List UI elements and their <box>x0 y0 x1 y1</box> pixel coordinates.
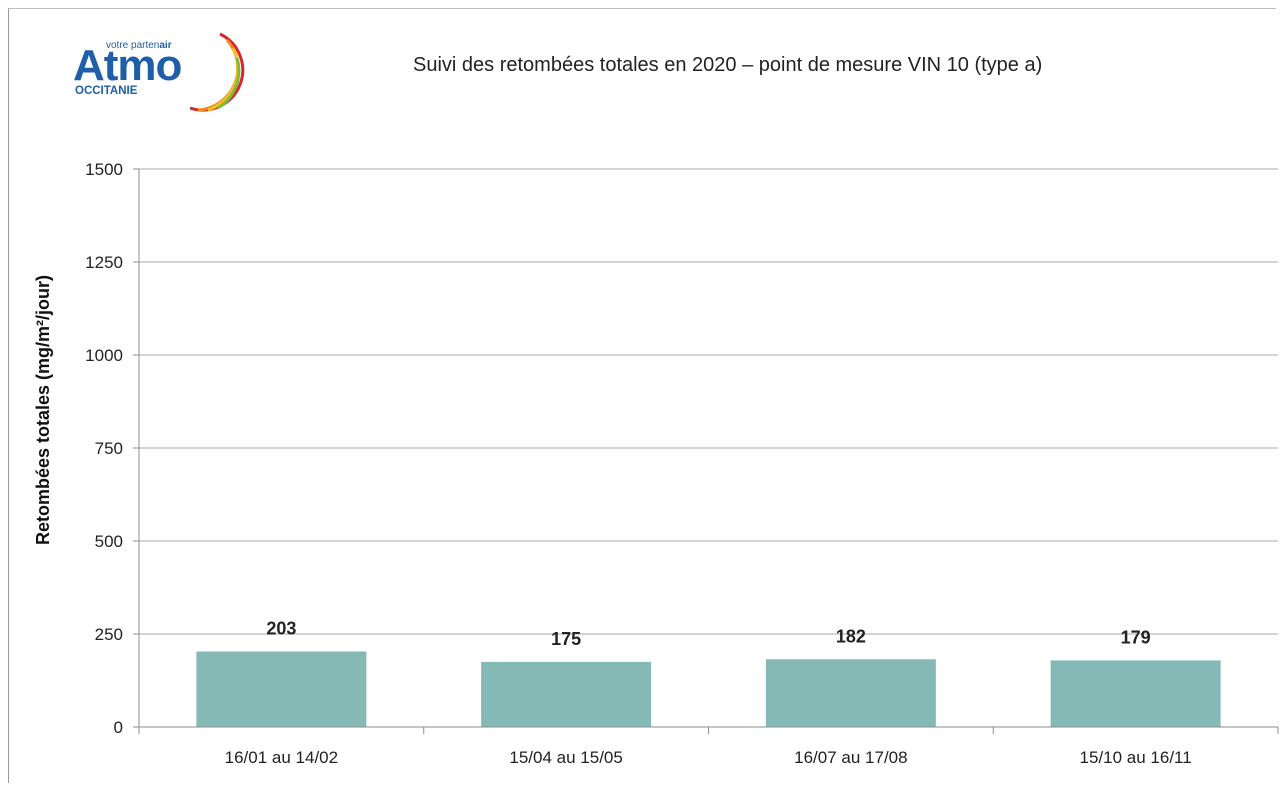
chart-frame <box>8 8 1276 783</box>
data-label: 179 <box>1121 627 1151 647</box>
y-tick-label: 1250 <box>85 253 123 272</box>
data-label: 182 <box>836 626 866 646</box>
axes <box>133 168 1279 734</box>
y-tick-label: 1500 <box>85 160 123 179</box>
x-tick-label: 16/07 au 17/08 <box>794 748 907 767</box>
bar <box>1050 660 1221 727</box>
y-axis-title: Retombées totales (mg/m²/jour) <box>33 275 53 545</box>
x-tick-label: 16/01 au 14/02 <box>225 748 338 767</box>
y-tick-label: 0 <box>114 718 123 737</box>
bar <box>765 659 936 727</box>
logo-tagline: votre partenair <box>106 40 172 51</box>
y-tick-label: 750 <box>95 439 123 458</box>
y-tick-label: 1000 <box>85 346 123 365</box>
bar <box>481 661 652 727</box>
logo-region: OCCITANIE <box>75 85 138 97</box>
y-tick-label: 250 <box>95 625 123 644</box>
atmo-occitanie-logo: votre partenair Atmo OCCITANIE <box>70 18 260 118</box>
bars <box>196 651 1221 727</box>
chart-title: Suivi des retombées totales en 2020 – po… <box>413 54 1043 76</box>
logo-wordmark: Atmo <box>73 41 182 90</box>
bar <box>196 651 367 727</box>
labels: 0 250 500 750 1000 1250 1500 203 16/01 au 14/02 1… <box>85 160 1192 767</box>
y-tick-label: 500 <box>95 532 123 551</box>
x-tick-label: 15/04 au 15/05 <box>509 748 622 767</box>
gridlines <box>139 168 1278 635</box>
x-tick-label: 15/10 au 16/11 <box>1080 748 1192 767</box>
data-label: 175 <box>551 629 581 649</box>
data-label: 203 <box>266 618 296 638</box>
